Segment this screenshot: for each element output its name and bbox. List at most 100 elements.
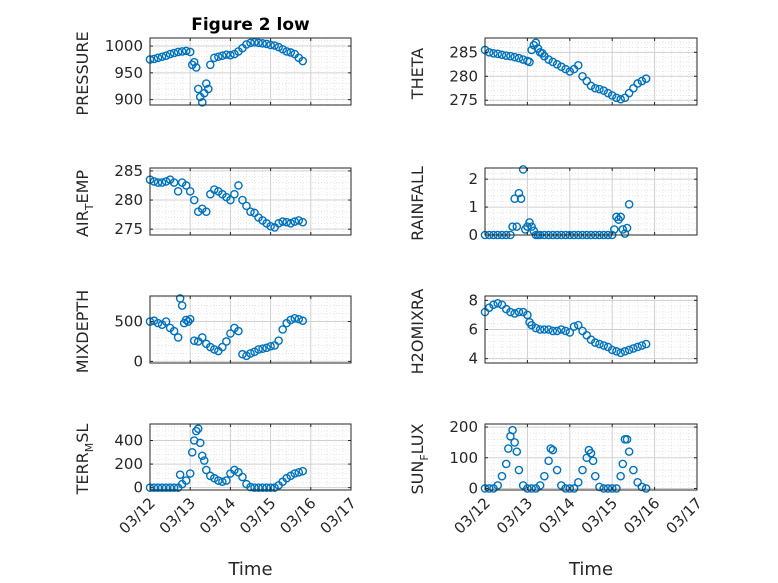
data-point xyxy=(242,201,251,211)
data-point xyxy=(230,189,239,199)
data-point xyxy=(189,195,199,205)
data-point xyxy=(169,178,179,187)
data-point xyxy=(506,51,515,61)
data-point xyxy=(641,339,651,349)
data-point xyxy=(548,326,558,336)
data-point xyxy=(501,459,511,469)
data-point xyxy=(578,465,587,475)
data-point xyxy=(290,469,300,478)
data-point xyxy=(222,476,231,485)
data-point xyxy=(266,483,275,492)
data-point xyxy=(544,325,553,334)
data-point xyxy=(153,318,163,328)
data-point xyxy=(540,471,549,481)
tick-marks xyxy=(484,38,698,105)
data-point xyxy=(290,217,300,226)
data-point xyxy=(582,331,592,340)
data-point xyxy=(607,484,617,493)
data-point xyxy=(497,50,507,60)
data-point xyxy=(238,349,247,359)
tick-marks xyxy=(149,424,352,490)
data-point xyxy=(173,333,183,342)
data-point xyxy=(197,98,207,107)
data-point xyxy=(525,218,534,227)
axes-box xyxy=(149,167,352,236)
data-point xyxy=(540,325,549,334)
data-point xyxy=(246,482,255,492)
tick-marks xyxy=(149,296,352,363)
data-point xyxy=(294,216,304,225)
data-point xyxy=(612,93,621,103)
data-point xyxy=(246,207,255,216)
axes-box xyxy=(149,295,352,364)
data-point xyxy=(610,225,619,234)
y-axis-label: TERRMSL xyxy=(73,424,96,496)
y-tick-label: 4 xyxy=(468,350,478,368)
data-point xyxy=(527,222,536,231)
subplot-sun-flux: 0 100 200 SUNFLUX 03/12 03/13 03/14 03/15 03/16 0… xyxy=(408,418,706,580)
data-point xyxy=(254,345,263,354)
axes-box xyxy=(484,37,698,106)
data-point xyxy=(191,63,201,72)
data-point xyxy=(165,49,175,59)
data-point xyxy=(548,445,558,455)
data-point xyxy=(523,484,532,493)
data-point xyxy=(557,325,566,334)
y-tick-label: 900 xyxy=(114,91,143,109)
data-point xyxy=(552,465,562,475)
data-point xyxy=(561,326,570,336)
data-point xyxy=(514,465,524,475)
data-point xyxy=(262,39,271,49)
data-point xyxy=(161,317,171,326)
x-tick-label: 03/16 xyxy=(620,494,663,537)
y-axis-label: MIXDEPTH xyxy=(73,290,92,373)
y-tick-label: 500 xyxy=(114,313,143,331)
data-point xyxy=(222,50,231,59)
data-point xyxy=(161,483,171,492)
x-axis-label: Time xyxy=(568,559,613,580)
data-point xyxy=(234,181,243,190)
data-point xyxy=(189,336,199,345)
subplot-air-temp: 275 280 285 AIRTEMP xyxy=(73,162,352,238)
data-point xyxy=(286,315,296,325)
data-point xyxy=(590,338,600,347)
data-point xyxy=(624,199,634,209)
data-point xyxy=(508,425,517,435)
data-point xyxy=(573,60,583,70)
data-point xyxy=(226,50,235,60)
data-point xyxy=(616,94,625,104)
data-point xyxy=(512,447,522,456)
data-point xyxy=(169,326,179,336)
y-tick-label: 0 xyxy=(468,479,478,497)
data-point xyxy=(193,424,203,434)
axes-box xyxy=(149,423,352,491)
y-tick-label: 285 xyxy=(449,43,478,61)
data-point xyxy=(548,57,558,67)
data-point xyxy=(185,187,195,196)
data-point xyxy=(290,314,300,323)
data-point xyxy=(493,49,503,59)
data-point xyxy=(266,221,275,231)
plot-area xyxy=(150,424,351,490)
y-tick-label: 0 xyxy=(133,352,143,370)
data-point xyxy=(226,195,235,205)
data-point xyxy=(173,187,183,196)
data-point xyxy=(586,81,596,91)
data-point xyxy=(523,222,532,231)
data-point xyxy=(603,484,613,493)
data-point xyxy=(218,51,227,60)
y-tick-label: 200 xyxy=(449,418,478,436)
data-point xyxy=(185,314,195,324)
data-point xyxy=(266,40,275,50)
data-point xyxy=(565,484,575,493)
data-point xyxy=(181,476,191,485)
data-point xyxy=(641,484,651,493)
data-point xyxy=(298,316,308,326)
data-point xyxy=(607,91,617,100)
data-point xyxy=(258,483,267,492)
data-point xyxy=(246,349,255,358)
data-point xyxy=(535,481,545,490)
data-point xyxy=(629,465,638,475)
data-point xyxy=(599,341,609,350)
